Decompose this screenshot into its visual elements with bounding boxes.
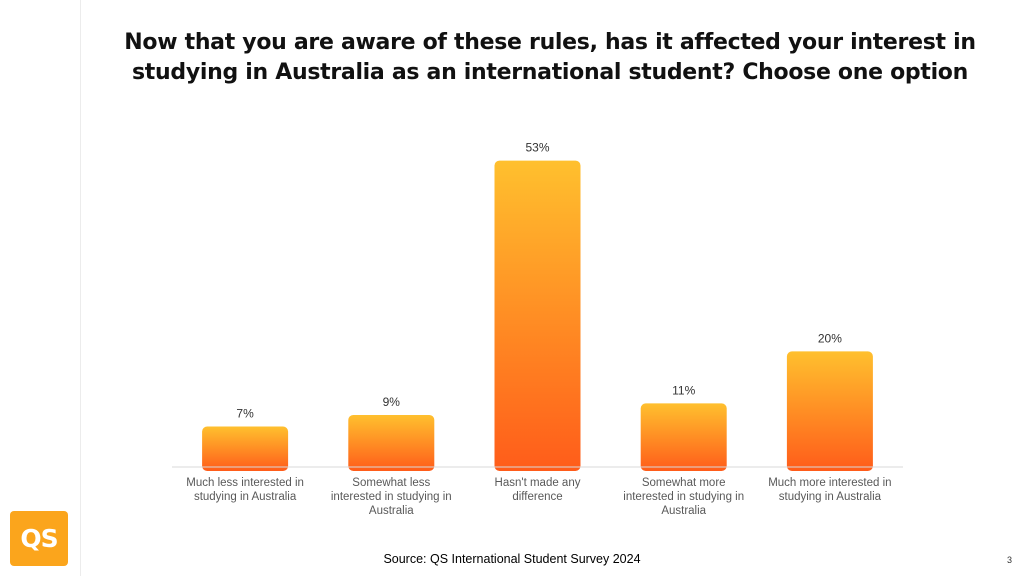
qs-logo: QS: [10, 511, 68, 566]
data-label-1: 7%: [236, 407, 254, 421]
page-number: 3: [1006, 555, 1012, 565]
category-label-2: Somewhat less interested in studying in Au…: [331, 477, 452, 517]
data-label-5: 20%: [818, 331, 842, 345]
bar-1: [202, 426, 289, 471]
slide-title: Now that you are aware of these rules, h…: [95, 28, 1005, 88]
bar-5: [786, 351, 873, 471]
category-label-5: Much more interested in studying in Austr…: [768, 477, 891, 503]
title-line-2: studying in Australia as an internationa…: [132, 60, 968, 85]
data-label-4: 11%: [672, 383, 695, 397]
source-note: Source: QS International Student Survey …: [383, 552, 641, 566]
category-label-1: Much less interested in studying in Austr…: [186, 477, 304, 503]
category-label-3: Hasn't made any difference: [495, 477, 581, 503]
bar-2: [348, 414, 435, 471]
title-line-1: Now that you are aware of these rules, h…: [124, 30, 976, 55]
category-label-4: Somewhat more interested in studying in Au…: [623, 477, 744, 517]
bar-4: [640, 403, 727, 471]
data-label-2: 9%: [383, 395, 401, 409]
left-divider-line: [80, 0, 81, 576]
bar-3: [494, 160, 581, 471]
data-label-3: 53%: [525, 141, 549, 155]
